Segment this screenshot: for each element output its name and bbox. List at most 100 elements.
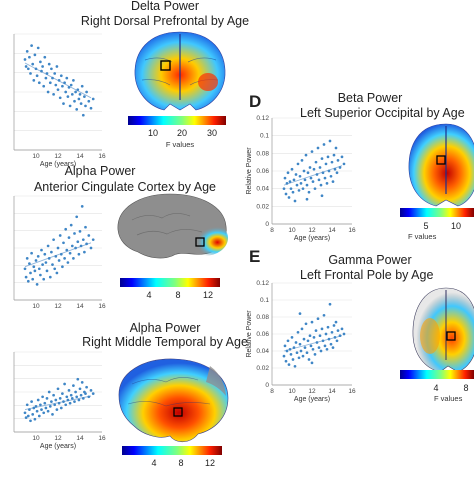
data-point bbox=[58, 96, 62, 100]
data-point bbox=[66, 95, 70, 98]
data-point bbox=[331, 346, 335, 349]
data-point bbox=[300, 327, 304, 331]
data-point bbox=[63, 81, 66, 85]
data-point bbox=[41, 263, 44, 266]
data-point bbox=[336, 159, 340, 162]
data-point bbox=[32, 406, 36, 410]
data-point bbox=[83, 95, 86, 98]
data-point bbox=[46, 90, 50, 94]
data-point bbox=[30, 400, 33, 403]
colorbar-tick: 8 bbox=[178, 458, 183, 468]
brain-render-superior-occipital bbox=[408, 123, 474, 207]
data-point bbox=[323, 176, 327, 180]
data-point bbox=[35, 74, 39, 78]
x-axis-label: Age (years) bbox=[40, 161, 76, 168]
data-point bbox=[68, 104, 72, 108]
x-tick-label: 16 bbox=[98, 303, 106, 310]
data-point bbox=[62, 400, 65, 403]
data-point bbox=[23, 411, 27, 415]
data-point bbox=[67, 236, 71, 239]
data-point bbox=[58, 234, 62, 237]
data-point bbox=[284, 192, 288, 196]
data-point bbox=[304, 153, 308, 157]
colorbar-tick: 8 bbox=[175, 290, 180, 300]
data-point bbox=[303, 346, 307, 349]
data-point bbox=[45, 269, 49, 273]
data-point bbox=[47, 390, 51, 394]
data-point bbox=[43, 401, 47, 405]
y-tick-label: 0.08 bbox=[256, 150, 269, 157]
data-point bbox=[70, 244, 74, 248]
data-point bbox=[84, 392, 87, 395]
data-point bbox=[24, 416, 28, 419]
data-point bbox=[53, 403, 57, 407]
data-point bbox=[312, 167, 316, 171]
data-point bbox=[48, 405, 52, 408]
data-point bbox=[69, 393, 73, 397]
data-point bbox=[308, 166, 312, 169]
data-point bbox=[52, 393, 55, 397]
data-point bbox=[36, 46, 40, 50]
data-point bbox=[47, 257, 51, 260]
data-point bbox=[300, 159, 304, 162]
x-tick-label: 8 bbox=[270, 227, 274, 234]
data-point bbox=[50, 250, 53, 254]
data-point bbox=[73, 232, 76, 235]
data-point bbox=[91, 238, 95, 242]
trend-line bbox=[283, 165, 343, 186]
data-point bbox=[44, 261, 48, 264]
data-point bbox=[283, 344, 287, 348]
data-point bbox=[46, 409, 50, 413]
data-point bbox=[29, 271, 32, 275]
trend-line bbox=[24, 242, 92, 268]
data-point bbox=[79, 244, 83, 248]
x-tick-label: 10 bbox=[32, 303, 40, 310]
data-point bbox=[52, 238, 55, 242]
data-point bbox=[87, 99, 91, 103]
data-point bbox=[28, 55, 31, 59]
data-point bbox=[50, 67, 53, 71]
data-point bbox=[50, 400, 53, 403]
x-tick-label: 12 bbox=[54, 153, 62, 160]
colorbar-middle-temporal: 4 8 12 bbox=[122, 446, 222, 468]
data-point bbox=[342, 332, 346, 336]
x-tick-label: 10 bbox=[32, 153, 40, 160]
panel-d-title-line2: Left Superior Occipital by Age bbox=[300, 106, 465, 120]
data-point bbox=[73, 99, 76, 103]
data-point bbox=[32, 265, 36, 269]
y-tick-label: 0.12 bbox=[256, 115, 269, 122]
data-point bbox=[59, 406, 63, 410]
data-point bbox=[47, 62, 51, 66]
data-point bbox=[340, 155, 344, 159]
data-point bbox=[289, 187, 293, 191]
data-point bbox=[305, 351, 309, 355]
data-point bbox=[291, 358, 295, 361]
colorbar-label: F values bbox=[434, 394, 463, 403]
y-tick-label: 0.04 bbox=[256, 186, 269, 193]
data-point bbox=[28, 408, 31, 411]
data-point bbox=[335, 339, 339, 343]
data-point bbox=[51, 76, 54, 80]
data-point bbox=[41, 395, 44, 399]
data-point bbox=[67, 389, 71, 392]
data-point bbox=[315, 173, 319, 176]
y-tick-label: 0.02 bbox=[256, 365, 269, 372]
data-point bbox=[297, 356, 301, 360]
data-point bbox=[35, 283, 39, 286]
data-point bbox=[42, 84, 46, 88]
data-point bbox=[315, 341, 319, 344]
data-point bbox=[83, 250, 86, 254]
x-tick-label: 12 bbox=[308, 227, 316, 234]
data-point bbox=[73, 400, 76, 403]
data-point bbox=[30, 44, 33, 47]
data-point bbox=[23, 267, 27, 271]
data-point bbox=[33, 53, 37, 57]
data-point bbox=[311, 347, 315, 351]
data-point bbox=[294, 341, 298, 344]
data-point bbox=[79, 102, 83, 105]
data-point bbox=[45, 397, 49, 400]
data-point bbox=[74, 390, 77, 394]
